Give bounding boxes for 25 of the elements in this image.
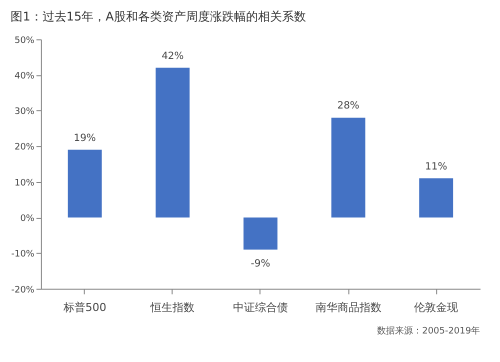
y-tick-label: -10%: [11, 250, 35, 260]
bar: [68, 150, 102, 218]
y-tick-label: -20%: [11, 285, 35, 296]
data-label: 19%: [74, 132, 96, 144]
chart-title: 图1：过去15年，A股和各类资产周度涨跌幅的相关系数: [10, 9, 306, 24]
y-tick-label: 40%: [14, 71, 35, 82]
y-tick-label: 0%: [20, 214, 35, 224]
data-label: 11%: [425, 161, 448, 172]
source-note: 数据来源：2005-2019年: [377, 326, 480, 337]
x-tick-label: 中证综合债: [232, 301, 288, 314]
bar: [331, 118, 366, 218]
y-tick-label: 10%: [14, 178, 35, 188]
x-tick-label: 南华商品指数: [315, 301, 382, 314]
y-tick-label: 20%: [14, 142, 35, 153]
bar: [419, 178, 454, 218]
y-tick-label: 50%: [14, 36, 35, 46]
bar: [244, 218, 278, 250]
x-tick-label: 伦敦金现: [414, 301, 458, 314]
data-label: -9%: [250, 258, 270, 270]
x-tick-label: 恒生指数: [150, 301, 195, 314]
y-tick-label: 30%: [14, 107, 35, 118]
data-label: 42%: [162, 50, 184, 62]
x-tick-label: 标普500: [62, 301, 106, 314]
data-label: 28%: [337, 100, 360, 112]
bar: [156, 68, 190, 218]
